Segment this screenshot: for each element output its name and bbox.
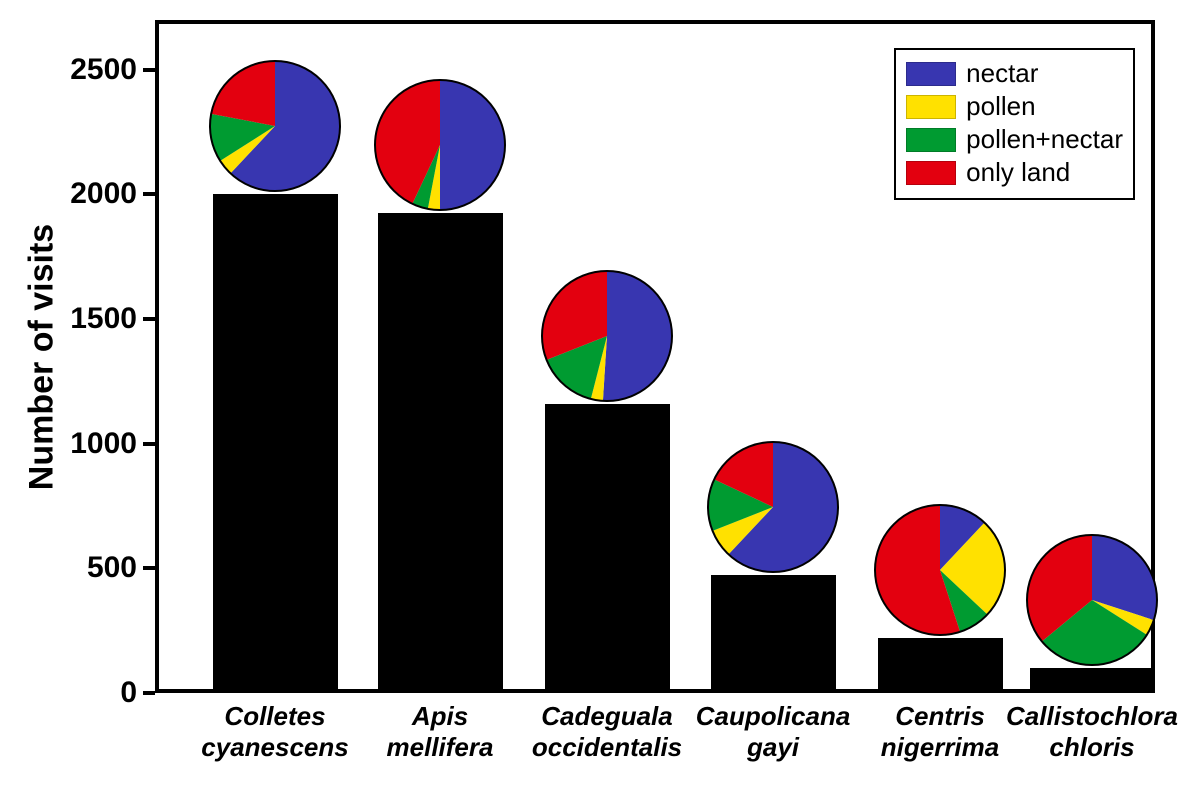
legend-item-only_land: only land: [906, 157, 1123, 188]
legend-swatch: [906, 62, 956, 86]
legend-swatch: [906, 95, 956, 119]
legend-swatch: [906, 161, 956, 185]
plot-border-left: [155, 20, 159, 693]
plot-border-top: [155, 20, 1155, 24]
legend-label: pollen: [966, 91, 1035, 122]
y-tick-mark: [143, 317, 155, 321]
x-tick-label: Centrisnigerrima: [881, 701, 1000, 763]
pie-chart: [706, 440, 840, 574]
y-tick-mark: [143, 68, 155, 72]
y-tick-mark: [143, 442, 155, 446]
pie-chart: [373, 78, 507, 212]
bar: [1030, 668, 1155, 693]
legend-label: pollen+nectar: [966, 124, 1123, 155]
y-tick-label: 0: [120, 676, 137, 710]
y-tick-mark: [143, 566, 155, 570]
y-tick-label: 1500: [70, 302, 137, 336]
legend-swatch: [906, 128, 956, 152]
pie-slice-nectar: [603, 271, 672, 401]
pie-chart: [873, 503, 1007, 637]
bar: [545, 404, 670, 693]
y-tick-label: 1000: [70, 427, 137, 461]
legend-item-pollen_nectar: pollen+nectar: [906, 124, 1123, 155]
legend-label: only land: [966, 157, 1070, 188]
x-tick-label: Apismellifera: [387, 701, 494, 763]
x-tick-label: Caupolicanagayi: [696, 701, 851, 763]
legend: nectarpollenpollen+nectaronly land: [894, 48, 1135, 200]
x-tick-label: Colletescyanescens: [201, 701, 348, 763]
y-tick-label: 2500: [70, 53, 137, 87]
bar: [711, 575, 836, 693]
legend-label: nectar: [966, 58, 1038, 89]
x-tick-label: Cadegualaoccidentalis: [532, 701, 682, 763]
y-axis-label: Number of visits: [23, 223, 62, 489]
pie-chart: [540, 269, 674, 403]
y-tick-label: 2000: [70, 177, 137, 211]
figure-root: Number of visits nectarpollenpollen+nect…: [0, 0, 1181, 787]
y-tick-label: 500: [87, 551, 137, 585]
bar: [213, 194, 338, 693]
y-tick-mark: [143, 192, 155, 196]
legend-item-pollen: pollen: [906, 91, 1123, 122]
pie-slice-nectar: [440, 80, 505, 210]
bar: [378, 213, 503, 693]
pie-chart: [1025, 533, 1159, 667]
y-tick-mark: [143, 691, 155, 695]
pie-chart: [208, 59, 342, 193]
x-tick-label: Callistochlorachloris: [1006, 701, 1178, 763]
legend-item-nectar: nectar: [906, 58, 1123, 89]
bar: [878, 638, 1003, 693]
